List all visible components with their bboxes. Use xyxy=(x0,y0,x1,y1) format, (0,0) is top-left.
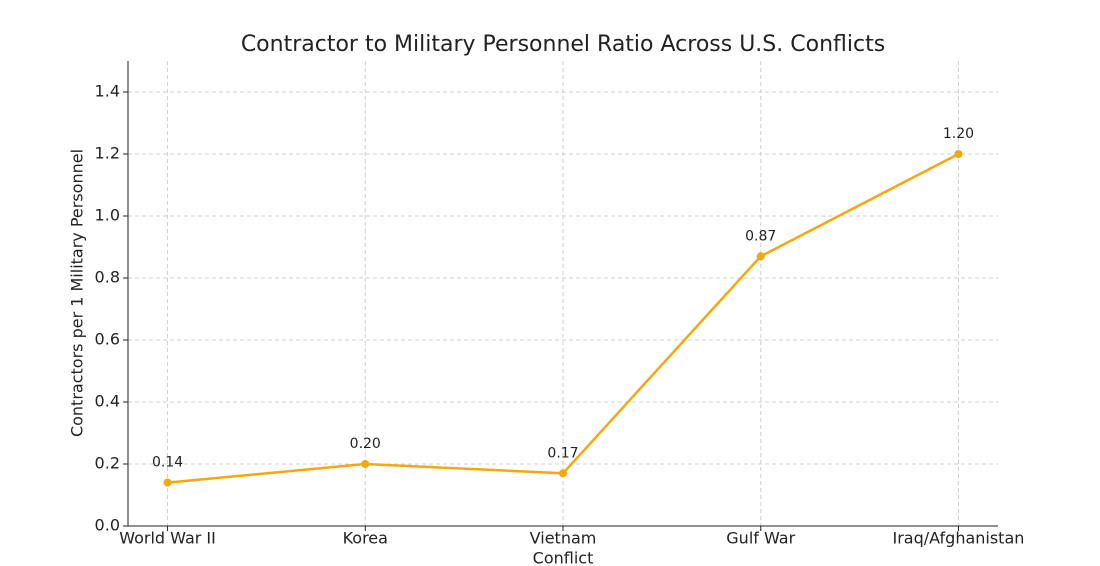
chart-title: Contractor to Military Personnel Ratio A… xyxy=(241,32,885,57)
x-tick-label: Vietnam xyxy=(530,529,597,548)
y-tick-label: 0.2 xyxy=(95,454,120,473)
x-axis-label: Conflict xyxy=(533,549,594,566)
data-label: 1.20 xyxy=(943,126,974,142)
y-tick-label: 0.0 xyxy=(95,516,120,535)
data-label: 0.14 xyxy=(152,455,183,471)
y-tick-label: 1.4 xyxy=(95,82,120,101)
data-label: 0.17 xyxy=(547,445,578,461)
y-tick-label: 0.6 xyxy=(95,330,120,349)
point xyxy=(361,460,370,468)
x-tick-label: Iraq/Afghanistan xyxy=(893,529,1025,548)
y-axis-label: Contractors per 1 Military Personnel xyxy=(68,149,87,437)
point xyxy=(163,478,172,487)
y-tick-label: 1.0 xyxy=(95,206,120,225)
x-tick-label: Korea xyxy=(343,529,388,548)
point xyxy=(559,469,567,478)
y-tick-label: 1.2 xyxy=(95,144,120,163)
point xyxy=(756,252,765,261)
data-label: 0.20 xyxy=(350,436,381,452)
x-tick-label: Gulf War xyxy=(726,529,795,548)
data-label: 0.87 xyxy=(745,228,776,244)
y-tick-label: 0.8 xyxy=(95,268,120,287)
y-tick-label: 0.4 xyxy=(95,392,120,411)
point xyxy=(954,150,963,158)
x-tick-label: World War II xyxy=(119,529,216,548)
